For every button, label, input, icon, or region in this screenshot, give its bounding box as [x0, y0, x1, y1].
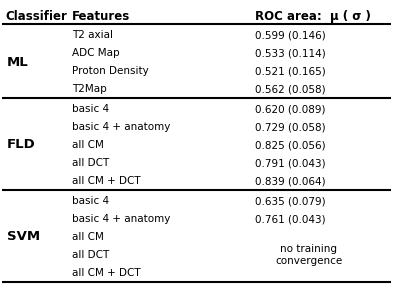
Text: 0.825 (0.056): 0.825 (0.056)	[255, 140, 326, 150]
Text: 0.839 (0.064): 0.839 (0.064)	[255, 176, 326, 186]
Text: basic 4 + anatomy: basic 4 + anatomy	[72, 214, 171, 224]
Text: 0.791 (0.043): 0.791 (0.043)	[255, 158, 326, 168]
Text: all CM + DCT: all CM + DCT	[72, 176, 141, 186]
Text: basic 4: basic 4	[72, 104, 109, 114]
Text: all CM: all CM	[72, 232, 104, 242]
Text: all CM: all CM	[72, 140, 104, 150]
Text: 0.521 (0.165): 0.521 (0.165)	[255, 66, 326, 76]
Text: 0.635 (0.079): 0.635 (0.079)	[255, 196, 326, 206]
Text: ML: ML	[7, 56, 29, 68]
Text: no training
convergence: no training convergence	[275, 244, 342, 266]
Text: Classifier: Classifier	[5, 10, 67, 23]
Text: basic 4 + anatomy: basic 4 + anatomy	[72, 122, 171, 132]
Text: Features: Features	[72, 10, 130, 23]
Text: 0.562 (0.058): 0.562 (0.058)	[255, 84, 326, 94]
Text: 0.599 (0.146): 0.599 (0.146)	[255, 30, 326, 40]
Text: FLD: FLD	[7, 139, 36, 152]
Text: SVM: SVM	[7, 231, 40, 243]
Text: ADC Map: ADC Map	[72, 48, 119, 58]
Text: ROC area:  μ ( σ ): ROC area: μ ( σ )	[255, 10, 371, 23]
Text: basic 4: basic 4	[72, 196, 109, 206]
Text: 0.761 (0.043): 0.761 (0.043)	[255, 214, 326, 224]
Text: Proton Density: Proton Density	[72, 66, 149, 76]
Text: 0.729 (0.058): 0.729 (0.058)	[255, 122, 326, 132]
Text: 0.620 (0.089): 0.620 (0.089)	[255, 104, 325, 114]
Text: all DCT: all DCT	[72, 250, 109, 260]
Text: all CM + DCT: all CM + DCT	[72, 268, 141, 278]
Text: T2 axial: T2 axial	[72, 30, 113, 40]
Text: all DCT: all DCT	[72, 158, 109, 168]
Text: T2Map: T2Map	[72, 84, 107, 94]
Text: 0.533 (0.114): 0.533 (0.114)	[255, 48, 326, 58]
